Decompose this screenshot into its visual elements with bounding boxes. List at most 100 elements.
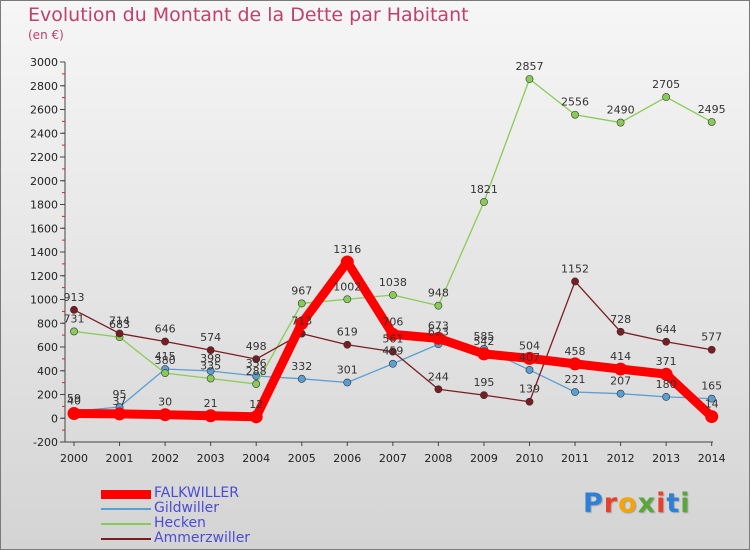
data-point xyxy=(434,301,443,310)
data-point xyxy=(249,410,263,424)
data-point xyxy=(343,378,352,387)
x-tick-label: 2009 xyxy=(470,452,498,465)
data-label: 14 xyxy=(705,398,719,411)
x-tick-label: 2003 xyxy=(197,452,225,465)
data-point xyxy=(662,392,671,401)
data-point xyxy=(616,327,625,336)
data-label: 415 xyxy=(155,350,176,363)
data-label: 398 xyxy=(200,352,221,365)
data-point xyxy=(707,394,716,403)
legend-swatch xyxy=(101,523,151,525)
x-tick-label: 2010 xyxy=(516,452,544,465)
data-label: 728 xyxy=(610,313,631,326)
data-label: 967 xyxy=(291,284,312,297)
data-point xyxy=(161,369,169,378)
data-label: 407 xyxy=(519,351,540,364)
data-label: 288 xyxy=(246,365,267,378)
data-label: 574 xyxy=(200,331,221,344)
legend-label: FALKWILLER xyxy=(154,485,239,501)
data-label: 335 xyxy=(200,359,221,372)
y-tick-label: 2600 xyxy=(30,104,58,117)
legend-item: FALKWILLER xyxy=(101,485,301,502)
proxiti-logo: Proxiti xyxy=(583,488,691,519)
data-point xyxy=(343,295,352,304)
x-tick-label: 2002 xyxy=(151,452,179,465)
data-label: 1038 xyxy=(379,276,407,289)
data-label: 95 xyxy=(113,388,127,401)
data-point xyxy=(568,357,582,371)
legend-label: Gildwiller xyxy=(154,500,220,516)
x-tick-label: 2004 xyxy=(242,452,270,465)
legend-swatch xyxy=(101,508,151,510)
x-tick-label: 2000 xyxy=(60,452,88,465)
legend-swatch xyxy=(101,538,151,540)
data-label: 646 xyxy=(155,323,176,336)
data-label: 673 xyxy=(428,319,449,332)
data-label: 1316 xyxy=(333,243,361,256)
y-tick-label: 1600 xyxy=(30,222,58,235)
data-point xyxy=(614,362,628,376)
data-point xyxy=(659,367,673,381)
data-label: 165 xyxy=(701,380,722,393)
data-point xyxy=(571,388,579,396)
data-label: 2857 xyxy=(516,60,544,73)
data-label: 59 xyxy=(67,392,81,405)
data-point xyxy=(252,355,261,364)
data-point xyxy=(252,380,261,388)
data-point xyxy=(477,347,491,361)
y-tick-label: 200 xyxy=(37,389,58,402)
y-tick-label: -200 xyxy=(33,436,58,449)
data-point xyxy=(297,299,306,308)
data-point xyxy=(525,75,534,83)
data-label: 40 xyxy=(67,395,81,408)
data-point xyxy=(707,345,716,354)
y-tick-label: 1800 xyxy=(30,199,58,212)
x-tick-label: 2005 xyxy=(288,452,316,465)
legend-label: Hecken xyxy=(154,515,206,531)
data-point xyxy=(662,337,671,346)
data-label: 731 xyxy=(64,312,85,325)
data-point xyxy=(113,407,127,421)
x-tick-label: 2013 xyxy=(652,452,680,465)
y-tick-label: 2800 xyxy=(30,80,58,93)
y-tick-label: 400 xyxy=(37,365,58,378)
data-label: 221 xyxy=(565,373,586,386)
data-point xyxy=(206,374,215,383)
data-point xyxy=(434,385,443,394)
y-tick-label: 3000 xyxy=(30,56,58,69)
y-tick-label: 800 xyxy=(37,317,58,330)
data-label: 683 xyxy=(109,318,130,331)
data-label: 459 xyxy=(382,345,403,358)
x-tick-label: 2006 xyxy=(333,452,361,465)
data-point xyxy=(662,93,671,101)
y-tick-label: 2200 xyxy=(30,151,58,164)
logo-letter: i xyxy=(680,488,691,519)
data-label: 207 xyxy=(610,375,631,388)
data-label: 542 xyxy=(473,335,494,348)
data-label: 1821 xyxy=(470,183,498,196)
data-point xyxy=(340,255,354,269)
legend-item: Hecken xyxy=(101,515,301,532)
data-label: 714 xyxy=(109,314,130,327)
chart-title: Evolution du Montant de la Dette par Hab… xyxy=(28,4,469,26)
y-tick-label: 1200 xyxy=(30,270,58,283)
legend-item: Ammerzwiller xyxy=(101,530,301,547)
data-label: 1152 xyxy=(561,262,589,275)
data-point xyxy=(388,291,397,299)
x-tick-label: 2011 xyxy=(561,452,589,465)
data-point xyxy=(67,407,81,420)
legend-item: Gildwiller xyxy=(101,500,301,517)
logo-letter: t xyxy=(666,488,681,519)
data-point xyxy=(115,329,124,338)
logo-letter: r xyxy=(603,488,619,519)
data-point xyxy=(525,397,534,406)
data-point xyxy=(571,277,579,286)
data-label: 139 xyxy=(519,383,540,396)
data-label: 577 xyxy=(701,331,722,344)
chart-subtitle: (en €) xyxy=(28,28,64,42)
data-label: 644 xyxy=(656,323,677,336)
data-label: 30 xyxy=(158,396,172,409)
data-point xyxy=(386,327,400,341)
legend-label: Ammerzwiller xyxy=(154,530,251,546)
data-label: 332 xyxy=(291,360,312,373)
